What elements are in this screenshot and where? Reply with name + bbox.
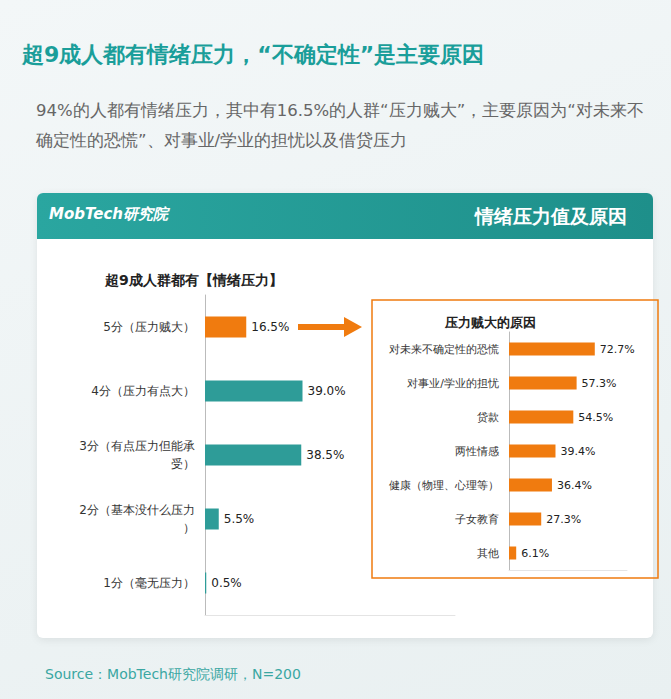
html-text:超9成人都有情绪压力，“不确定性”是主要原因: 超9成人都有情绪压力，“不确定性”是主要原因: [22, 42, 485, 67]
svg-text:对事业/学业的担忧: 对事业/学业的担忧: [407, 377, 499, 390]
svg-text:27.3%: 27.3%: [546, 513, 581, 526]
html-text:Source：MobTech研究院调研，N=200: Source：MobTech研究院调研，N=200: [45, 666, 301, 682]
svg-text:健康（物理、心理等）: 健康（物理、心理等）: [389, 479, 499, 492]
svg-text:受）: 受）: [171, 457, 195, 471]
svg-text:54.5%: 54.5%: [578, 411, 613, 424]
svg-text:4分（压力有点大）: 4分（压力有点大）: [91, 384, 195, 398]
svg-text:16.5%: 16.5%: [251, 320, 289, 334]
svg-text:两性情感: 两性情感: [455, 445, 499, 458]
svg-text:超9成人群都有【情绪压力】: 超9成人群都有【情绪压力】: [104, 272, 283, 288]
svg-text:子女教育: 子女教育: [455, 513, 499, 526]
svg-text:对未来不确定性的恐慌: 对未来不确定性的恐慌: [389, 343, 499, 356]
svg-text:贷款: 贷款: [477, 411, 499, 424]
svg-text:1分（毫无压力）: 1分（毫无压力）: [103, 576, 195, 590]
svg-text:39.4%: 39.4%: [560, 445, 595, 458]
svg-text:5.5%: 5.5%: [224, 512, 255, 526]
svg-text:38.5%: 38.5%: [306, 448, 344, 462]
svg-text:6.1%: 6.1%: [521, 547, 549, 560]
svg-text:3分（有点压力但能承: 3分（有点压力但能承: [79, 439, 195, 453]
html-text:94%的人都有情绪压力，其中有16.5%的人群“压力贼大”，: 94%的人都有情绪压力，其中有16.5%的人群“压力贼大”，主要原因为“对未来不…: [36, 101, 644, 150]
svg-text:压力贼大的原因: 压力贼大的原因: [444, 315, 536, 330]
svg-text:5分（压力贼大）: 5分（压力贼大）: [103, 320, 195, 334]
html-text:MobTech研究院: MobTech研究院: [49, 205, 168, 223]
svg-text:39.0%: 39.0%: [308, 384, 346, 398]
svg-text:2分（基本没什么压力: 2分（基本没什么压力: [79, 503, 195, 517]
svg-text:72.7%: 72.7%: [600, 343, 635, 356]
svg-text:）: ）: [183, 521, 195, 535]
svg-text:57.3%: 57.3%: [582, 377, 617, 390]
html-text:情绪压力值及原因: 情绪压力值及原因: [475, 205, 627, 227]
svg-text:其他: 其他: [477, 547, 499, 560]
svg-text:36.4%: 36.4%: [557, 479, 592, 492]
svg-text:0.5%: 0.5%: [211, 576, 242, 590]
